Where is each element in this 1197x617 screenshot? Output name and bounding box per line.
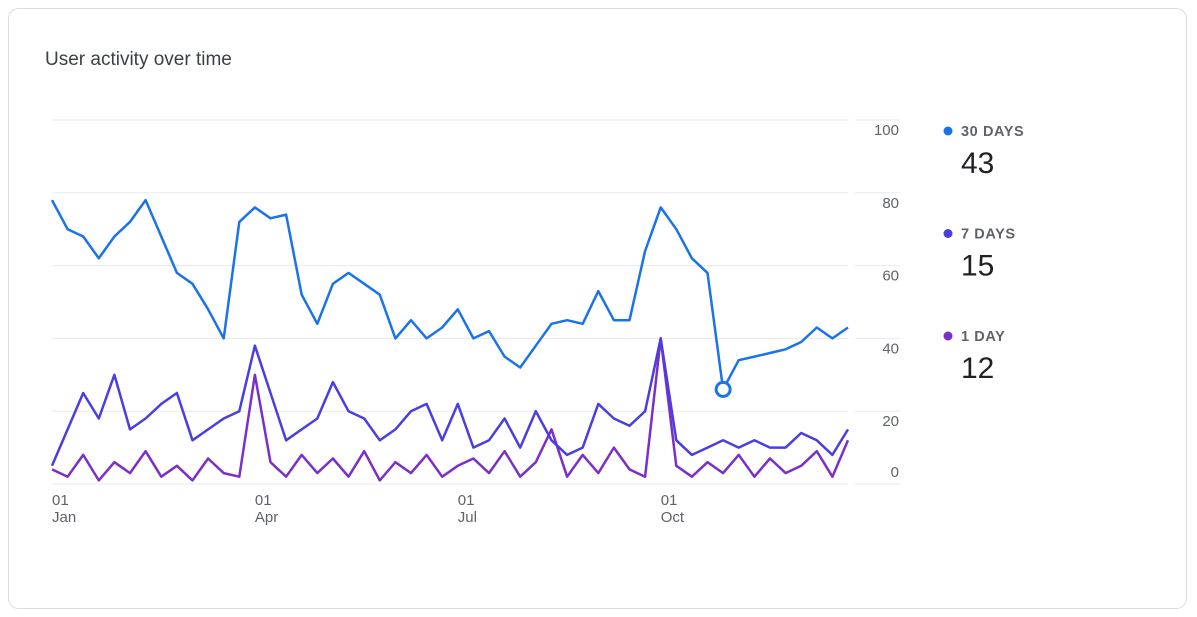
y-tick-label: 20 (882, 413, 899, 430)
series-line (50, 198, 849, 391)
y-tick-label: 80 (882, 195, 899, 212)
y-tick-label: 0 (891, 464, 899, 481)
x-tick-label: 01 Apr (254, 492, 279, 526)
x-tick-label: 01 Jan (52, 492, 77, 526)
highlight-point (714, 380, 732, 398)
chart-title: User activity over time (45, 49, 232, 70)
legend-value: 43 (961, 147, 994, 180)
y-tick-label: 60 (882, 268, 899, 285)
legend-value: 12 (961, 352, 994, 385)
y-tick-label: 100 (874, 122, 899, 139)
legend-value: 15 (961, 249, 994, 282)
legend-dot (943, 229, 953, 238)
y-tick-label: 40 (882, 340, 899, 357)
legend-dot (943, 126, 953, 136)
x-tick-label: 01 Jul (457, 492, 477, 526)
card (8, 8, 1187, 609)
legend-dot (943, 331, 953, 341)
x-tick-label: 01 Oct (660, 492, 685, 526)
legend-name: 7 DAYS (961, 226, 1016, 242)
series-line (51, 337, 850, 482)
series-line (50, 337, 850, 467)
legend-name: 1 DAY (961, 329, 1005, 345)
legend-name: 30 DAYS (961, 124, 1024, 140)
